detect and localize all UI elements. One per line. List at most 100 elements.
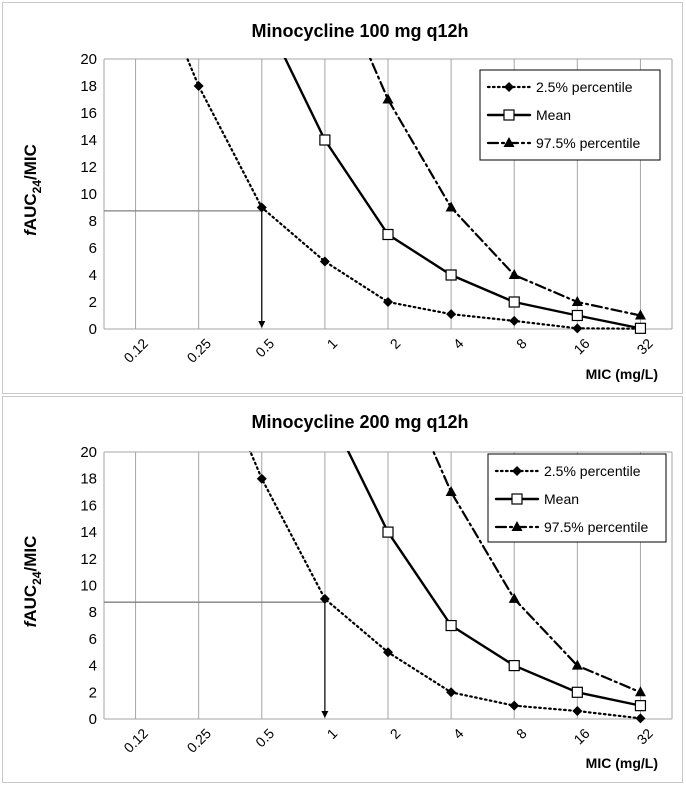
legend-label: 97.5% percentile — [544, 519, 649, 535]
x-tick-label: 2 — [387, 335, 404, 352]
series-group — [248, 451, 642, 720]
x-tick-label: 0.25 — [184, 725, 215, 756]
data-point-triangle — [571, 659, 583, 670]
x-tick-label: 16 — [570, 725, 592, 747]
x-tick-label: 8 — [513, 725, 530, 742]
series-line-2 — [368, 58, 642, 317]
x-tick-label: 4 — [450, 335, 467, 352]
series-line-0 — [185, 58, 642, 330]
data-point-diamond — [446, 687, 457, 698]
data-point-triangle — [634, 686, 646, 697]
data-point-diamond — [383, 297, 393, 307]
data-point-triangle — [634, 309, 646, 320]
x-axis-label: MIC (mg/L) — [586, 366, 658, 382]
data-point-diamond — [319, 593, 330, 604]
y-tick-label: 18 — [80, 471, 97, 488]
y-tick-label: 18 — [80, 78, 97, 95]
data-point-square — [445, 269, 457, 281]
data-point-diamond — [509, 700, 520, 711]
y-tick-label: 8 — [89, 604, 97, 621]
y-tick-label: 2 — [89, 294, 97, 311]
data-point-diamond — [635, 713, 646, 724]
legend-marker-diamond — [512, 466, 522, 476]
data-point-square — [634, 700, 647, 712]
legend-marker-triangle — [511, 521, 523, 531]
data-point-diamond — [256, 473, 267, 484]
data-point-triangle — [508, 592, 520, 603]
data-point-square — [508, 296, 520, 308]
legend-label: 2.5% percentile — [536, 79, 633, 95]
y-tick-label: 12 — [80, 551, 97, 568]
y-tick-label: 0 — [89, 321, 97, 338]
chart-bottom: Minocycline 200 mg q12h02468101214161820… — [21, 412, 673, 771]
chart-title: Minocycline 200 mg q12h — [251, 412, 468, 432]
data-point-square — [319, 134, 331, 146]
legend-label: Mean — [544, 491, 579, 507]
y-tick-label: 4 — [89, 267, 97, 284]
y-tick-label: 6 — [89, 631, 97, 648]
data-point-square — [508, 660, 520, 672]
x-axis-label: MIC (mg/L) — [586, 755, 658, 771]
x-tick-label: 8 — [513, 335, 530, 352]
series-line-0 — [248, 451, 642, 720]
target-arrowhead — [321, 711, 329, 718]
data-point-diamond — [319, 256, 330, 267]
y-tick-label: 2 — [89, 684, 97, 701]
data-point-triangle — [508, 269, 520, 279]
target-arrowhead — [258, 321, 266, 328]
legend-marker-square — [503, 109, 515, 121]
y-tick-label: 20 — [80, 444, 97, 461]
x-tick-label: 16 — [570, 335, 592, 357]
x-tick-label: 2 — [387, 725, 404, 742]
data-point-square — [445, 619, 457, 632]
chart-panel-top: Minocycline 100 mg q12h 0 2 4 6 8 10 12 14 16 18 20… — [2, 2, 683, 394]
chart-top: Minocycline 100 mg q12h02468101214161820… — [21, 21, 673, 382]
chart-title: Minocycline 100 mg q12h — [251, 21, 468, 41]
x-tick-label: 0.12 — [120, 335, 151, 366]
legend-label: Mean — [536, 107, 571, 123]
y-tick-label: 4 — [89, 658, 97, 675]
y-tick-label: 6 — [89, 240, 97, 257]
series-line-1 — [346, 451, 642, 707]
y-tick-label: 12 — [80, 159, 97, 176]
data-point-square — [382, 526, 394, 538]
chart-panel-bottom: Minocycline 200 mg q12h 0 2 4 6 8 10 12 14 16 18 20… — [2, 396, 683, 783]
x-tick-label: 0.5 — [252, 725, 277, 750]
data-point-diamond — [383, 647, 393, 658]
legend-label: 2.5% percentile — [544, 463, 641, 479]
data-point-triangle — [382, 93, 394, 104]
x-tick-label: 0.25 — [184, 335, 215, 366]
x-tick-label: 4 — [450, 725, 467, 742]
data-point-diamond — [446, 309, 457, 320]
data-point-diamond — [509, 315, 520, 326]
y-tick-label: 0 — [89, 711, 97, 728]
legend-marker-diamond — [504, 82, 514, 92]
data-point-diamond — [193, 81, 204, 91]
y-tick-label: 10 — [80, 578, 97, 595]
x-tick-label: 0.5 — [252, 335, 277, 360]
y-axis-label: fAUC24/MIC — [21, 536, 44, 628]
data-point-square — [571, 309, 583, 322]
legend-marker-square — [511, 493, 523, 505]
data-point-diamond — [256, 202, 267, 213]
y-tick-label: 10 — [80, 186, 97, 203]
y-axis-label: fAUC24/MIC — [21, 144, 44, 236]
data-point-square — [571, 686, 583, 698]
data-point-square — [382, 228, 394, 241]
y-tick-label: 16 — [80, 497, 97, 514]
y-tick-label: 20 — [80, 51, 97, 68]
x-tick-label: 32 — [634, 725, 656, 747]
legend-marker-triangle — [503, 137, 515, 147]
y-tick-label: 14 — [80, 524, 97, 541]
y-tick-label: 8 — [89, 213, 97, 230]
x-tick-label: 32 — [634, 335, 656, 357]
legend-label: 97.5% percentile — [536, 135, 641, 151]
data-point-square — [634, 322, 647, 334]
y-tick-label: 14 — [80, 132, 97, 149]
x-tick-label: 1 — [324, 335, 341, 352]
data-point-triangle — [445, 201, 457, 212]
data-point-diamond — [572, 705, 583, 716]
data-point-triangle — [571, 296, 583, 306]
x-tick-label: 1 — [324, 725, 341, 742]
data-point-triangle — [445, 486, 457, 497]
